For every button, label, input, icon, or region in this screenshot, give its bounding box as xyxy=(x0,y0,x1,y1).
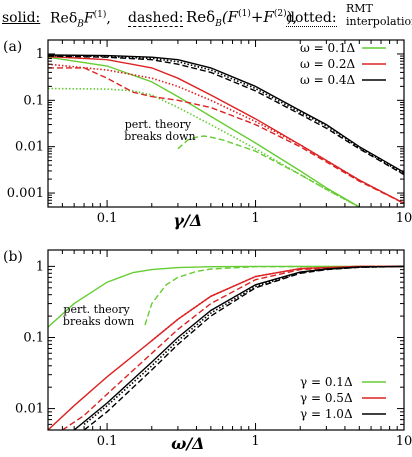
panel-b-legend-label: γ = 1.0Δ xyxy=(300,407,353,421)
header-solid-sup: (1) xyxy=(93,10,107,20)
panel-b-x-axis-title: ω/Δ xyxy=(171,434,205,453)
panel-a-frame xyxy=(47,39,405,208)
panel-a-series-line xyxy=(48,54,404,175)
header-dashed-sup2: (2) xyxy=(273,9,287,19)
header-solid-sub: B xyxy=(77,19,84,30)
panel-a-legend-label: ω = 0.4Δ xyxy=(300,73,356,87)
panel-a-y-tick-label: 1 xyxy=(36,47,44,62)
panel-b-series-line xyxy=(83,265,404,426)
panel-b-legend-label: γ = 0.1Δ xyxy=(300,375,353,389)
panel-b-frame xyxy=(47,249,405,431)
panel-a-x-tick-label: 1 xyxy=(251,211,259,226)
panel-a-y-tick-label: 0.1 xyxy=(23,93,44,108)
panel-a-panel-label: (a) xyxy=(3,39,22,55)
panel-a-y-tick-label: 0.01 xyxy=(15,140,44,155)
panel-b-legend-label: γ = 0.5Δ xyxy=(300,391,353,405)
panel-b-x-tick-label: 1 xyxy=(251,434,259,449)
panel-a-series-line xyxy=(48,63,404,205)
panel-b-series-line xyxy=(62,265,404,430)
header-dashed-word: dashed: xyxy=(128,10,184,27)
panel-b-series-line xyxy=(48,265,404,328)
panel-a-series-line xyxy=(48,54,404,173)
header-dashed-expr: ReδB(F(1)+F(2)), xyxy=(186,8,297,29)
panel-a-annotation-line1: pert. theory xyxy=(125,118,192,131)
header-dashed-sup1: (1) xyxy=(238,9,251,19)
header-dashed-plus: +F xyxy=(250,8,274,26)
header-dashed-close: ) xyxy=(286,8,293,26)
panel-b-y-tick-label: 1 xyxy=(36,259,44,274)
header-sep1: , xyxy=(106,10,111,27)
header-sep2: , xyxy=(292,8,298,26)
panel-b-series-line xyxy=(73,265,404,430)
panel-a-series-line xyxy=(48,56,360,207)
panel-a-x-tick-label: 10 xyxy=(396,211,412,226)
header-dotted-line2: interpolation xyxy=(346,15,412,28)
header-dashed-f: (F xyxy=(221,8,239,26)
panel-a-y-tick-label: 0.001 xyxy=(7,186,44,201)
panel-b-x-tick-label: 0.1 xyxy=(97,434,118,449)
header-solid-re: Reδ xyxy=(50,10,78,27)
header-solid-f: F xyxy=(83,10,94,27)
panel-a-series-line xyxy=(177,135,360,207)
panel-a-annotation-line2: breaks down xyxy=(124,130,195,143)
panel-a-series-line xyxy=(48,55,404,176)
panel-b-series-line xyxy=(48,265,404,430)
panel-b-annotation-line1: pert. theory xyxy=(63,303,130,316)
panel-a-series-line xyxy=(48,55,404,204)
panel-a-legend-label: ω = 0.1Δ xyxy=(300,41,356,55)
panel-b-y-tick-label: 0.01 xyxy=(15,402,44,417)
panel-b-y-tick-label: 0.1 xyxy=(23,330,44,345)
panel-b-series-line xyxy=(144,265,404,326)
figure-header: solid: ReδBF(1), dashed: ReδB(F(1)+F(2))… xyxy=(0,0,412,40)
header-dashed-re: Reδ xyxy=(186,8,216,26)
panel-a-series-line xyxy=(48,87,360,207)
panel-a-x-tick-label: 0.1 xyxy=(97,211,118,226)
panel-b-annotation-line2: breaks down xyxy=(63,315,134,328)
header-dotted-line1: RMT xyxy=(346,2,373,15)
panel-b-series-line xyxy=(151,265,404,342)
panel-a-x-axis-title: γ/Δ xyxy=(173,211,202,230)
header-dotted-word: dotted: xyxy=(286,10,337,27)
header-dashed-sub: B xyxy=(215,19,222,29)
header-solid-expr: ReδBF(1), xyxy=(50,10,111,29)
panel-b-x-tick-label: 10 xyxy=(396,434,412,449)
header-solid-word: solid: xyxy=(2,10,41,26)
panel-b-panel-label: (b) xyxy=(3,249,23,265)
panel-b-series-line xyxy=(83,265,404,430)
panel-a-series-line xyxy=(48,67,404,204)
panel-a-legend-label: ω = 0.2Δ xyxy=(300,57,356,71)
